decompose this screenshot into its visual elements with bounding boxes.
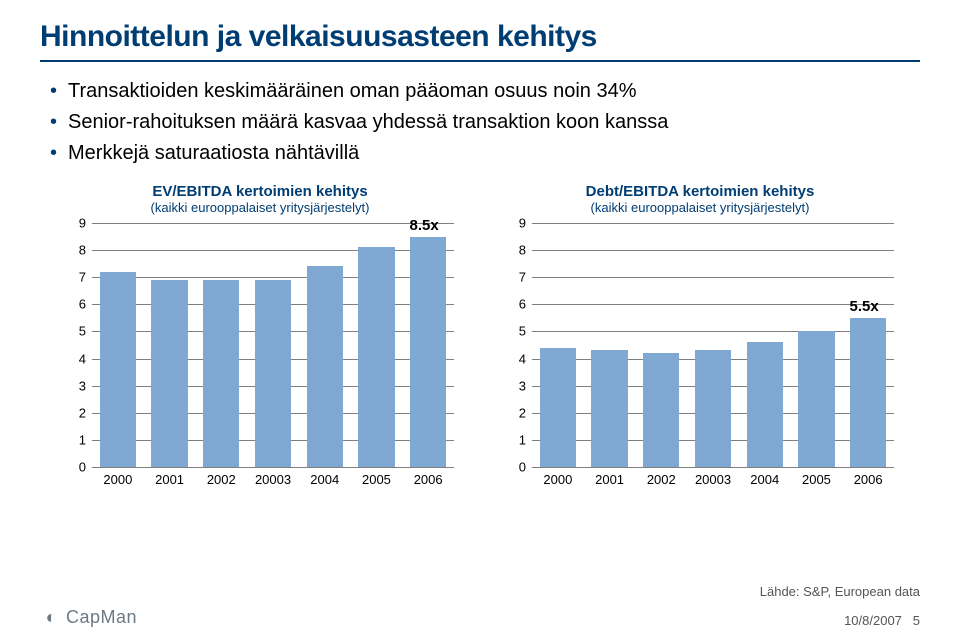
y-tick-label: 9 bbox=[62, 216, 86, 231]
y-tick-label: 4 bbox=[62, 351, 86, 366]
x-tick-label: 2002 bbox=[207, 472, 236, 487]
bar bbox=[798, 331, 834, 467]
charts-row: EV/EBITDA kertoimien kehitys (kaikki eur… bbox=[40, 183, 920, 489]
bar-column: 2002 bbox=[635, 223, 687, 467]
bar bbox=[850, 318, 886, 467]
x-tick-label: 2000 bbox=[103, 472, 132, 487]
x-tick-label: 2006 bbox=[414, 472, 443, 487]
y-tick-label: 6 bbox=[502, 297, 526, 312]
source-text: Lähde: S&P, European data bbox=[760, 584, 920, 599]
y-tick-label: 8 bbox=[62, 243, 86, 258]
x-tick-label: 2002 bbox=[647, 472, 676, 487]
bar-column: 2004 bbox=[299, 223, 351, 467]
logo: ◐ CapMan bbox=[40, 606, 137, 628]
y-tick-label: 5 bbox=[62, 324, 86, 339]
bullet-item: Transaktioiden keskimääräinen oman pääom… bbox=[50, 80, 920, 103]
x-tick-label: 2005 bbox=[802, 472, 831, 487]
y-tick-label: 9 bbox=[502, 216, 526, 231]
bar-column: 20003 bbox=[247, 223, 299, 467]
chart-left: EV/EBITDA kertoimien kehitys (kaikki eur… bbox=[60, 183, 460, 489]
chart-right-plot: 0123456789200020012002200032004200520065… bbox=[500, 219, 900, 489]
y-tick-label: 2 bbox=[62, 405, 86, 420]
bullet-list: Transaktioiden keskimääräinen oman pääom… bbox=[50, 80, 920, 165]
bar-column: 2005 bbox=[351, 223, 403, 467]
footer-right: Lähde: S&P, European data 10/8/2007 5 bbox=[760, 584, 920, 628]
chart-right-title: Debt/EBITDA kertoimien kehitys bbox=[500, 183, 900, 200]
y-tick-label: 6 bbox=[62, 297, 86, 312]
bar bbox=[747, 342, 783, 467]
chart-left-plot: 0123456789200020012002200032004200520068… bbox=[60, 219, 460, 489]
bar-column: 20003 bbox=[687, 223, 739, 467]
bar bbox=[307, 266, 343, 467]
gridline bbox=[92, 467, 454, 468]
x-tick-label: 2001 bbox=[155, 472, 184, 487]
y-tick-label: 8 bbox=[502, 243, 526, 258]
bar-column: 2005 bbox=[791, 223, 843, 467]
plot-area: 0123456789200020012002200032004200520065… bbox=[532, 223, 894, 467]
chart-left-subtitle: (kaikki eurooppalaiset yritysjärjestelyt… bbox=[60, 200, 460, 215]
page-title: Hinnoittelun ja velkaisuusasteen kehitys bbox=[40, 20, 920, 60]
gridline bbox=[532, 467, 894, 468]
bars: 20002001200220003200420052006 bbox=[92, 223, 454, 467]
y-tick-label: 3 bbox=[62, 378, 86, 393]
chart-right-subtitle: (kaikki eurooppalaiset yritysjärjestelyt… bbox=[500, 200, 900, 215]
y-tick-label: 7 bbox=[62, 270, 86, 285]
plot-area: 0123456789200020012002200032004200520068… bbox=[92, 223, 454, 467]
bar bbox=[358, 247, 394, 467]
x-tick-label: 20003 bbox=[695, 472, 731, 487]
x-tick-label: 2000 bbox=[543, 472, 572, 487]
logo-text: CapMan bbox=[66, 607, 137, 628]
y-tick-label: 0 bbox=[502, 460, 526, 475]
bar-column: 2000 bbox=[92, 223, 144, 467]
bar-column: 2006 bbox=[402, 223, 454, 467]
x-tick-label: 2006 bbox=[854, 472, 883, 487]
bar bbox=[591, 350, 627, 467]
bullet-item: Senior-rahoituksen määrä kasvaa yhdessä … bbox=[50, 111, 920, 134]
bar bbox=[151, 280, 187, 467]
callout-label: 5.5x bbox=[850, 298, 879, 315]
bar-column: 2001 bbox=[144, 223, 196, 467]
bar bbox=[540, 348, 576, 467]
bars: 20002001200220003200420052006 bbox=[532, 223, 894, 467]
bar bbox=[203, 280, 239, 467]
bar bbox=[695, 350, 731, 467]
bar bbox=[410, 237, 446, 467]
x-tick-label: 2005 bbox=[362, 472, 391, 487]
y-tick-label: 3 bbox=[502, 378, 526, 393]
footer-page-num: 5 bbox=[913, 613, 920, 628]
chart-left-title: EV/EBITDA kertoimien kehitys bbox=[60, 183, 460, 200]
bar bbox=[255, 280, 291, 467]
y-tick-label: 1 bbox=[502, 432, 526, 447]
x-tick-label: 2001 bbox=[595, 472, 624, 487]
y-tick-label: 4 bbox=[502, 351, 526, 366]
bar-column: 2000 bbox=[532, 223, 584, 467]
bullet-item: Merkkejä saturaatiosta nähtävillä bbox=[50, 142, 920, 165]
footer-date: 10/8/2007 bbox=[844, 613, 902, 628]
bar-column: 2001 bbox=[584, 223, 636, 467]
bar-column: 2002 bbox=[195, 223, 247, 467]
x-tick-label: 20003 bbox=[255, 472, 291, 487]
footer: ◐ CapMan Lähde: S&P, European data 10/8/… bbox=[40, 584, 920, 628]
logo-icon: ◐ bbox=[40, 606, 62, 628]
bar bbox=[100, 272, 136, 467]
y-tick-label: 2 bbox=[502, 405, 526, 420]
chart-right: Debt/EBITDA kertoimien kehitys (kaikki e… bbox=[500, 183, 900, 489]
bar bbox=[643, 353, 679, 467]
title-underline bbox=[40, 60, 920, 62]
bar-column: 2006 bbox=[842, 223, 894, 467]
y-tick-label: 7 bbox=[502, 270, 526, 285]
bar-column: 2004 bbox=[739, 223, 791, 467]
slide: Hinnoittelun ja velkaisuusasteen kehitys… bbox=[0, 0, 960, 640]
y-tick-label: 1 bbox=[62, 432, 86, 447]
y-tick-label: 5 bbox=[502, 324, 526, 339]
callout-label: 8.5x bbox=[410, 217, 439, 234]
x-tick-label: 2004 bbox=[310, 472, 339, 487]
x-tick-label: 2004 bbox=[750, 472, 779, 487]
y-tick-label: 0 bbox=[62, 460, 86, 475]
